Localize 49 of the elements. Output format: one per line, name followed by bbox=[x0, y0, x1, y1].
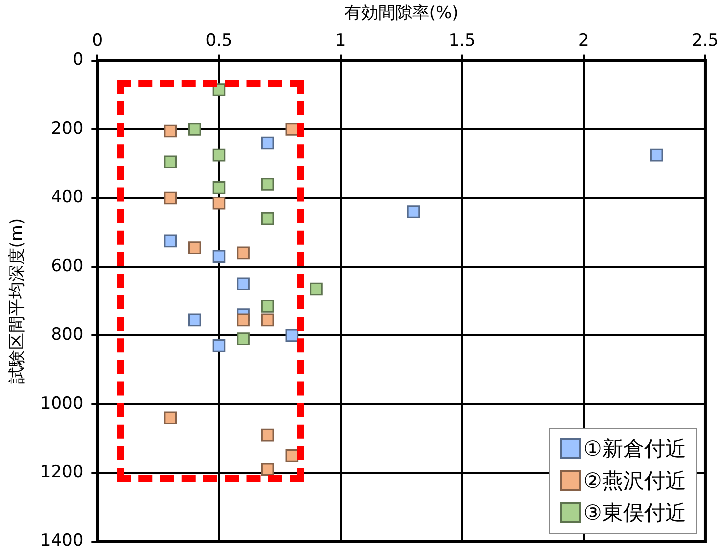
point bbox=[212, 340, 226, 352]
x-axis-title: 有効間隙率(%) bbox=[344, 4, 459, 24]
point bbox=[261, 178, 274, 191]
x-tick-label: 1 bbox=[335, 31, 346, 52]
x-tick-label: 0.5 bbox=[206, 31, 233, 52]
point bbox=[188, 242, 202, 254]
point bbox=[261, 428, 274, 442]
point bbox=[650, 148, 664, 162]
y-tick-label: 1200 bbox=[40, 462, 84, 483]
point bbox=[212, 182, 226, 194]
legend-label: ①新倉付近 bbox=[583, 436, 686, 463]
y-tick-label: 800 bbox=[51, 325, 84, 346]
point bbox=[261, 136, 274, 150]
point bbox=[237, 314, 250, 327]
point bbox=[237, 278, 250, 291]
y-tick-label: 1000 bbox=[40, 394, 84, 414]
x-tick-label: 2.5 bbox=[692, 31, 720, 52]
point bbox=[164, 412, 178, 425]
point bbox=[286, 329, 299, 342]
y-tick-label: 0 bbox=[72, 50, 84, 70]
x-tick-label: 0 bbox=[92, 31, 104, 52]
point bbox=[310, 282, 323, 296]
y-tick-label: 1400 bbox=[40, 531, 84, 552]
point bbox=[164, 124, 178, 138]
point bbox=[286, 450, 299, 462]
point bbox=[261, 314, 274, 327]
point bbox=[212, 250, 226, 264]
point bbox=[212, 84, 226, 96]
point bbox=[237, 332, 250, 346]
y-axis-title: 試験区間平均深度(m) bbox=[8, 218, 28, 384]
legend-label: ③東俣付近 bbox=[583, 500, 686, 527]
y-tick-label: 600 bbox=[51, 256, 84, 276]
point bbox=[212, 148, 226, 162]
point bbox=[164, 192, 178, 205]
point bbox=[407, 206, 420, 218]
legend-label: ②燕沢付近 bbox=[583, 468, 686, 495]
point bbox=[261, 300, 274, 313]
point bbox=[164, 156, 178, 169]
point bbox=[188, 314, 202, 327]
point bbox=[188, 123, 202, 136]
point bbox=[261, 212, 274, 226]
point bbox=[164, 234, 178, 248]
point bbox=[212, 196, 226, 210]
y-tick-label: 400 bbox=[51, 188, 84, 208]
point bbox=[261, 463, 274, 476]
x-tick-label: 2 bbox=[578, 31, 590, 52]
x-tick-label: 1.5 bbox=[448, 31, 476, 52]
y-tick-label: 200 bbox=[51, 118, 84, 139]
point bbox=[237, 246, 250, 260]
